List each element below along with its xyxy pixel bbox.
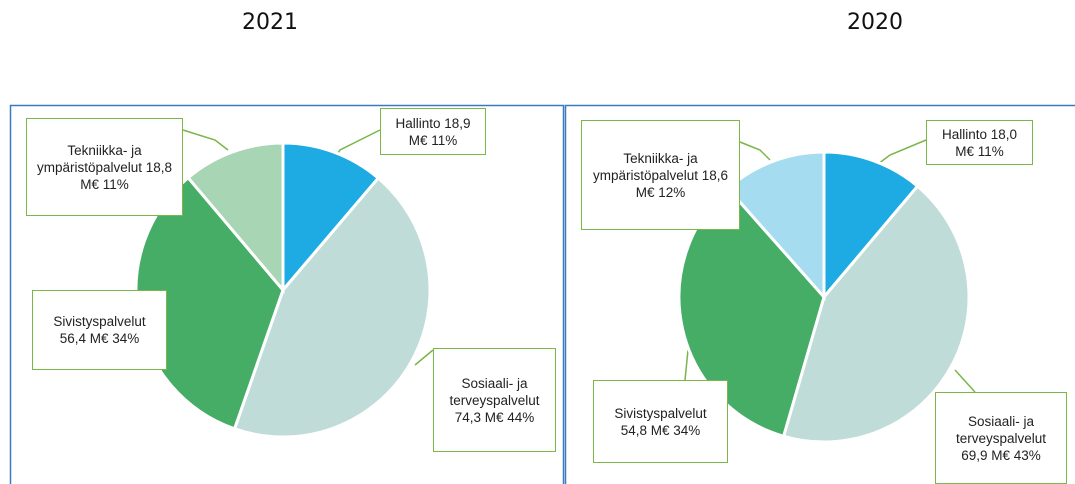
connector [414, 349, 434, 366]
label-text: Sivistyspalvelut 54,8 M€ 34% [600, 405, 721, 439]
pie-slice [232, 175, 432, 439]
data-label: Hallinto 18,9 M€ 11% [380, 108, 486, 155]
label-text: Sosiaali- ja terveyspalvelut 74,3 M€ 44% [440, 375, 549, 426]
frame [564, 104, 1075, 484]
pie-slice [781, 184, 971, 444]
connector [739, 141, 771, 161]
percent-label: 34% [673, 422, 701, 438]
label-text: Tekniikka- ja ympäristöpalvelut 18,6 M€ … [588, 150, 733, 201]
connector [954, 369, 976, 393]
data-label: Sivistyspalvelut 54,8 M€ 34% [593, 380, 728, 463]
category-name: Sivistyspalvelut [53, 314, 146, 329]
value-label: 18,0 M€ [955, 126, 1018, 159]
label-text: Tekniikka- ja ympäristöpalvelut 18,8 M€ … [33, 142, 176, 193]
category-name: Sivistyspalvelut [614, 405, 707, 421]
pie-slice [186, 141, 285, 295]
value-label: 56,4 M€ [59, 331, 109, 346]
percent-label: 43% [1013, 447, 1041, 463]
percent-label: 12% [658, 184, 686, 200]
data-label: Sivistyspalvelut 56,4 M€ 34% [32, 290, 167, 370]
category-name: Tekniikka- ja ympäristöpalvelut [36, 142, 142, 175]
data-label: Tekniikka- ja ympäristöpalvelut 18,8 M€ … [26, 118, 183, 216]
percent-label: 11% [977, 143, 1004, 159]
data-label: Hallinto 18,0 M€ 11% [926, 120, 1033, 165]
category-name: Sosiaali- ja terveyspalvelut [955, 413, 1047, 446]
data-label: Tekniikka- ja ympäristöpalvelut 18,6 M€ … [581, 120, 740, 230]
category-name: Sosiaali- ja terveyspalvelut [449, 375, 540, 408]
value-label: 18,6 M€ [635, 167, 729, 200]
percent-label: 11% [102, 176, 129, 192]
label-text: Hallinto 18,9 M€ 11% [387, 115, 479, 149]
frame [9, 104, 565, 484]
pie-slice [822, 150, 920, 302]
percent-label: 11% [431, 132, 458, 148]
percent-label: 44% [507, 409, 535, 425]
percent-label: 34% [112, 331, 140, 346]
value-label: 69,9 M€ [961, 447, 1010, 463]
value-label: 18,8 M€ [80, 159, 173, 192]
category-name: Hallinto [941, 126, 987, 142]
connector [182, 129, 229, 151]
category-name: Tekniikka- ja ympäristöpalvelut [592, 150, 698, 183]
value-label: 54,8 M€ [620, 422, 670, 438]
category-name: Hallinto [395, 115, 441, 131]
data-label: Sosiaali- ja terveyspalvelut 69,9 M€ 43% [935, 392, 1067, 484]
label-text: Sosiaali- ja terveyspalvelut 69,9 M€ 43% [942, 413, 1060, 464]
data-label: Sosiaali- ja terveyspalvelut 74,3 M€ 44% [433, 348, 556, 452]
value-label: 18,9 M€ [408, 115, 471, 148]
value-label: 74,3 M€ [454, 409, 504, 425]
label-text: Hallinto 18,0 M€ 11% [933, 126, 1026, 160]
chart-title: 2021 [242, 10, 298, 35]
chart-title: 2020 [847, 10, 903, 35]
pie-slice [281, 141, 381, 295]
label-text: Sivistyspalvelut 56,4 M€ 34% [39, 313, 160, 347]
